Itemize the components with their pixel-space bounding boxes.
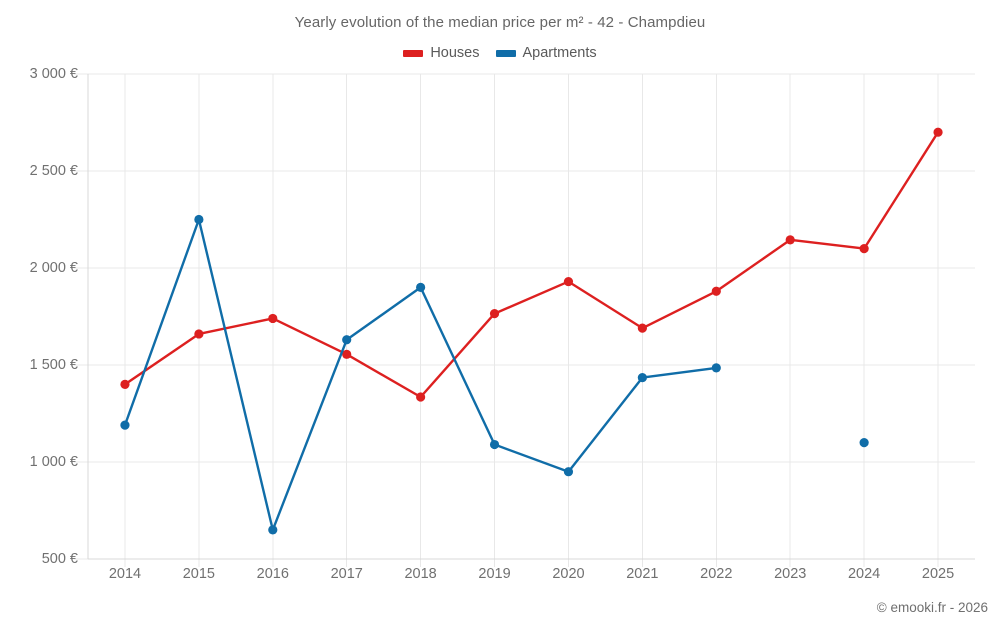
x-tick-label: 2025 [921, 566, 955, 582]
chart-legend: Houses Apartments [0, 45, 1000, 61]
legend-label: Apartments [522, 45, 597, 61]
data-point-apartments-2016[interactable] [268, 525, 278, 535]
data-point-houses-2015[interactable] [194, 329, 204, 339]
footer-credit: © emooki.fr - 2026 [876, 600, 988, 615]
x-tick-label: 2022 [700, 566, 733, 582]
data-point-houses-2020[interactable] [563, 276, 574, 287]
y-tick-label: 1 500 € [29, 357, 78, 373]
x-tick-label: 2015 [182, 566, 216, 582]
data-point-apartments-2021[interactable] [637, 373, 647, 383]
x-tick-label: 2024 [847, 566, 881, 582]
chart-title: Yearly evolution of the median price per… [294, 14, 706, 31]
data-point-houses-2018[interactable] [416, 392, 426, 402]
y-tick-label: 1 000 € [29, 454, 78, 470]
data-point-houses-2025[interactable] [933, 127, 943, 137]
data-point-apartments-2020[interactable] [563, 467, 574, 477]
data-point-apartments-2019[interactable] [489, 439, 500, 450]
x-tick-label: 2019 [478, 566, 511, 582]
data-point-houses-2014[interactable] [120, 379, 130, 389]
data-point-apartments-2017[interactable] [342, 335, 352, 345]
y-tick-label: 3 000 € [29, 66, 78, 82]
x-tick-label: 2020 [552, 566, 585, 582]
legend-swatch-icon [403, 49, 424, 57]
series-line-houses [123, 130, 940, 399]
data-point-houses-2016[interactable] [268, 313, 278, 324]
x-tick-label: 2023 [774, 566, 807, 582]
data-point-apartments-2018[interactable] [416, 282, 426, 292]
x-tick-label: 2021 [626, 566, 659, 582]
y-tick-label: 500 € [41, 551, 78, 567]
legend-label: Houses [430, 45, 480, 61]
data-point-houses-2021[interactable] [637, 323, 647, 333]
data-point-apartments-2014[interactable] [120, 420, 130, 430]
data-point-apartments-2024[interactable] [859, 438, 869, 448]
x-tick-label: 2014 [108, 566, 142, 582]
data-point-houses-2022[interactable] [711, 286, 721, 296]
legend-swatch-icon [495, 49, 516, 57]
y-tick-label: 2 500 € [29, 163, 78, 179]
y-tick-label: 2 000 € [29, 260, 78, 276]
data-point-houses-2023[interactable] [785, 235, 795, 245]
legend-item-houses[interactable]: Houses [403, 45, 480, 61]
data-point-houses-2017[interactable] [342, 349, 352, 359]
x-tick-label: 2016 [256, 566, 289, 582]
legend-item-apartments[interactable]: Apartments [495, 45, 597, 61]
data-point-houses-2019[interactable] [489, 308, 500, 319]
data-point-apartments-2022[interactable] [711, 363, 721, 373]
x-tick-label: 2017 [330, 566, 363, 582]
data-point-houses-2024[interactable] [859, 244, 869, 254]
data-point-apartments-2015[interactable] [194, 214, 204, 225]
x-tick-label: 2018 [404, 566, 437, 582]
